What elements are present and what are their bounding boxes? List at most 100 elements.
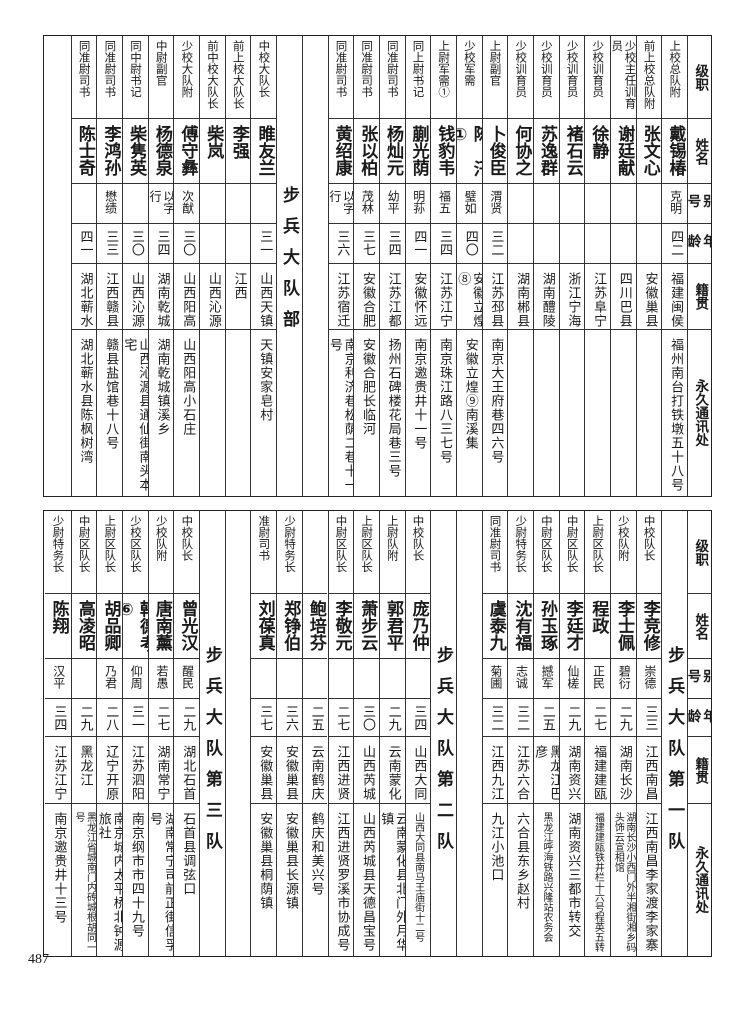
age-cell: 二七 — [328, 698, 354, 736]
rank-cell: 同准尉司书 — [77, 40, 92, 98]
person-column: 准尉司书 刘葆真 三七 安徽巢县 安徽巢县桐荫镇 — [250, 511, 277, 956]
name-cell: 孙玉琢 — [533, 593, 559, 658]
rank-cell: 同准尉司书 — [385, 40, 400, 98]
native-cell: 江西赣县 — [97, 263, 123, 329]
name-cell: 蒯光荫 — [405, 118, 431, 183]
alias-cell — [251, 183, 277, 223]
native-cell: 江西进贤 — [328, 736, 354, 803]
name-cell: 韩德考⑥ — [123, 593, 148, 658]
person-column: 少校区队长 韩德考⑥ 仰周 三一 江苏泗阳 南京纲市市四十九号 — [122, 511, 148, 956]
person-column: 同准尉司书 李鸿孙 懋绩 三三 江西赣县 赣县盐馆巷十八号 — [96, 36, 123, 496]
age-cell: 四一 — [71, 223, 97, 263]
alias-cell: 克明 — [662, 183, 687, 223]
rank-cell: 同中尉书记 — [129, 40, 144, 98]
age-cell — [610, 223, 636, 263]
person-column: 少校训育员 徐静 江苏阜宁 — [584, 36, 610, 496]
address-cell — [508, 329, 533, 496]
address-cell: 福州南台打铁墩五十八号 — [662, 329, 687, 496]
rank-cell: 上尉军需① — [437, 40, 452, 98]
name-cell: 陈翔 — [45, 593, 71, 658]
rank-cell: 上尉区队长 — [103, 515, 118, 573]
address-cell: 南京城内太平桥北钟源旅社 — [97, 803, 123, 956]
person-column: 同上尉书记 蒯光荫 明荪 四一 安徽怀远 南京邀贵井十一号 — [404, 36, 431, 496]
name-cell: 曾光汉 — [174, 593, 200, 658]
native-cell: 湖南郴县 — [508, 263, 533, 329]
rank-cell: 少校主任训育员 — [610, 40, 636, 109]
rank-cell: 中校队长 — [411, 515, 426, 561]
rank-cell: 同准尉司书 — [103, 40, 118, 98]
name-cell: 鲍培芬 — [302, 593, 328, 658]
header-column: 级职 姓名 别号 年龄 籍贯 永久通讯处 — [687, 36, 711, 496]
alias-cell — [533, 183, 559, 223]
age-cell: 三三 — [636, 698, 662, 736]
person-column: 少校训育员 何协之 湖南郴县 — [507, 36, 533, 496]
person-column: 少校训育员 褚石云 浙江宁海 — [558, 36, 585, 496]
address-cell: 石首县调弦口 — [174, 803, 200, 956]
rank-cell: 上尉副官 — [488, 40, 503, 86]
address-cell: 黑龙江呼海铁路兴隆站农务会 — [533, 803, 559, 956]
alias-cell — [405, 658, 431, 698]
name-cell: 陈汛① — [456, 118, 482, 183]
alias-cell: 若愚 — [148, 658, 174, 698]
name-cell: 李鸿孙 — [97, 118, 123, 183]
alias-cell: 懋绩 — [97, 183, 123, 223]
rank-cell: 上校总队附 — [668, 40, 683, 98]
native-cell: 安徽立煌⑧ — [456, 263, 482, 329]
native-cell: 山西沁源 — [123, 263, 148, 329]
address-cell: 安徽巢县桐荫镇 — [251, 803, 277, 956]
blank-column — [224, 511, 251, 956]
name-cell: 郑铮伯 — [277, 593, 302, 658]
native-cell: 江西九江 — [482, 736, 508, 803]
section-title-column: 步兵大队第二队 — [430, 511, 456, 956]
native-cell: 辽宁开原 — [97, 736, 123, 803]
name-cell: 程政 — [585, 593, 610, 658]
person-column: 上尉队附 郭君平 二九 云南蒙化 云南蒙化县北门外月华镇 — [378, 511, 405, 956]
header-address-cell: 永久通讯处 — [688, 329, 711, 496]
address-cell: 湖南长沙小西门外半湘街湘乡码头饰云宣相馆 — [610, 803, 636, 956]
address-cell — [585, 329, 610, 496]
alias-cell: 崇德 — [636, 658, 662, 698]
header-rank-cell: 级职 — [692, 538, 709, 566]
name-cell: 李敬元 — [328, 593, 354, 658]
person-column: 同准尉司书 陈士奇 四一 湖北蕲水 湖北蕲水县陈枫树湾 — [70, 36, 97, 496]
name-cell: 睢友兰 — [251, 118, 277, 183]
rank-cell: 少尉特务长 — [51, 515, 66, 573]
alias-cell — [379, 658, 405, 698]
header-column: 级职 姓名 别号 年龄 籍贯 永久通讯处 — [687, 511, 711, 956]
person-column: 中尉区队长 高凌昭 二九 黑龙江 黑龙江省城南门内砖城根胡同一号 — [70, 511, 97, 956]
person-column: 同中尉书记 柴隽英 三〇 山西沁源 山西沁源县通仙街南头本宅 — [122, 36, 148, 496]
name-cell: 何协之 — [508, 118, 533, 183]
header-age-cell: 年龄 — [688, 223, 711, 263]
native-cell: 山西芮城 — [354, 736, 379, 803]
person-column: 前上校大队长 李强 江西 — [224, 36, 251, 496]
age-cell: 三三 — [97, 223, 123, 263]
name-cell: 钱豹韦 — [431, 118, 456, 183]
age-cell: 二九 — [379, 698, 405, 736]
age-cell: 三二 — [482, 698, 508, 736]
native-cell: 山西大同 — [405, 736, 431, 803]
alias-cell: 璧如 — [456, 183, 482, 223]
name-cell: 柴岚 — [200, 118, 225, 183]
rank-cell: 少尉特务长 — [514, 515, 529, 573]
rank-cell: 中尉区队长 — [334, 515, 349, 573]
rank-cell: 少校训育员 — [539, 40, 554, 98]
person-column: 少校队附 李士佩 碧衍 二九 湖南长沙 湖南长沙小西门外半湘街湘乡码头饰云宣相馆 — [609, 511, 636, 956]
age-cell: 二九 — [559, 698, 585, 736]
rank-cell: 少校训育员 — [565, 40, 580, 98]
age-cell: 三六 — [277, 698, 302, 736]
person-column: 同准尉司书 杨灿元 幼平 三四 江苏江都 扬州石碑楼花局巷三号 — [378, 36, 405, 496]
person-column: 少校队附 唐南薰 若愚 二七 湖南常宁 湖南常宁司前正街信孚号 — [147, 511, 174, 956]
native-cell: 安徽巢县 — [277, 736, 302, 803]
age-cell — [225, 223, 251, 263]
name-cell: 张文心 — [636, 118, 662, 183]
alias-cell: 渭贤 — [482, 183, 508, 223]
native-cell: 福建闽侯 — [662, 263, 687, 329]
native-cell: 安徽巢县 — [636, 263, 662, 329]
person-column: 少尉特务长 郑铮伯 三六 安徽巢县 安徽巢县长源镇 — [276, 511, 302, 956]
rank-cell: 少校军需 — [462, 40, 477, 86]
native-cell: 安徽怀远 — [405, 263, 431, 329]
native-cell: 湖南乾城 — [148, 263, 174, 329]
age-cell: 三〇 — [174, 223, 200, 263]
name-cell: 戴锡椿 — [662, 118, 687, 183]
alias-cell — [636, 183, 662, 223]
